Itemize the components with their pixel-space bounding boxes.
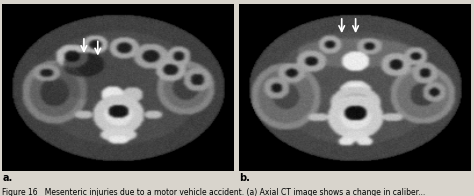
Text: Figure 16   Mesenteric injuries due to a motor vehicle accident. (a) Axial CT im: Figure 16 Mesenteric injuries due to a m… — [2, 188, 426, 196]
Text: a.: a. — [2, 173, 13, 183]
Text: b.: b. — [239, 173, 250, 183]
